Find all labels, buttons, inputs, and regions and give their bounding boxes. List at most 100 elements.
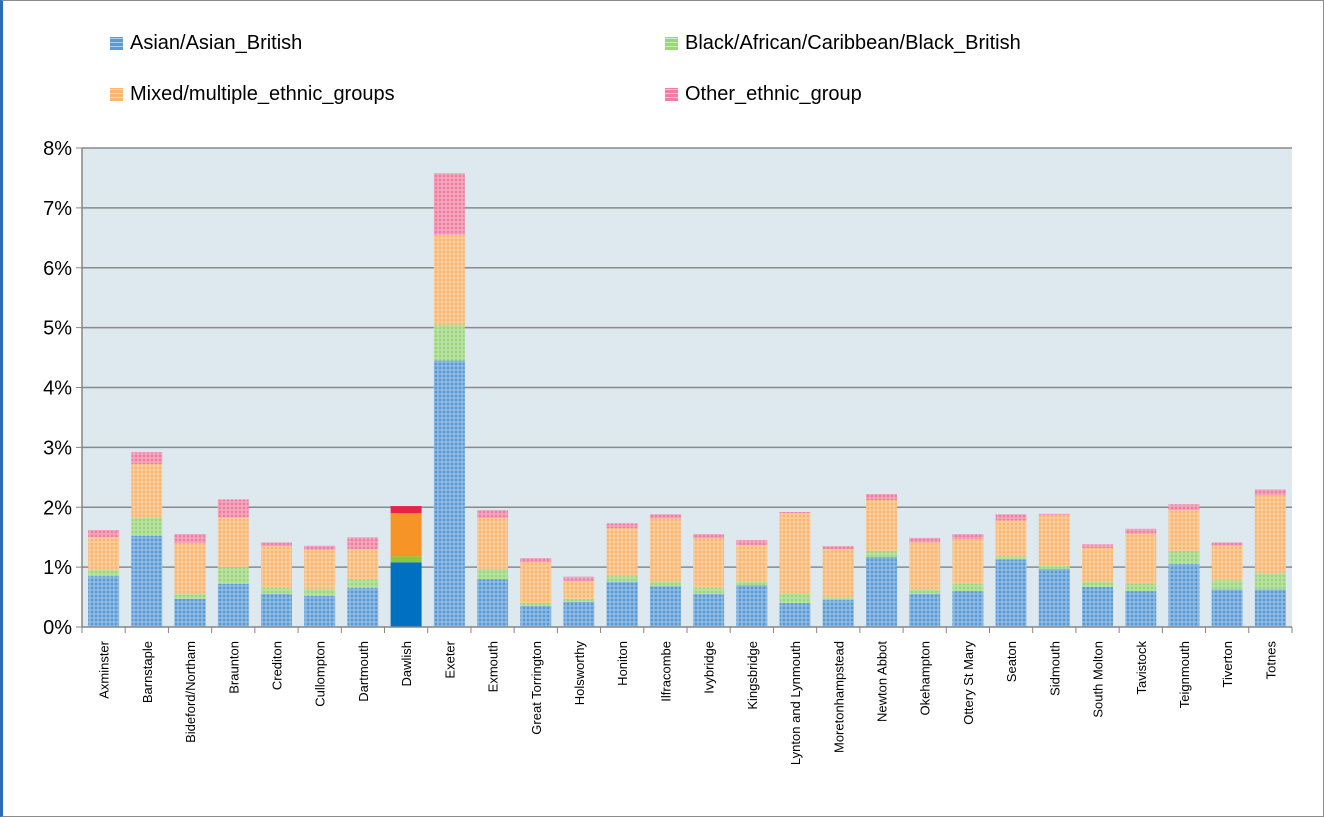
bar-segment: [304, 595, 336, 627]
bar-segment: [217, 517, 249, 568]
legend-label-mixed: Mixed/multiple_ethnic_groups: [130, 83, 395, 105]
bar-segment: [606, 576, 638, 583]
bar-segment: [822, 546, 854, 550]
bar-segment: [477, 568, 509, 580]
bar-segment: [477, 518, 509, 569]
bar-segment: [1211, 580, 1243, 590]
bar-segment: [390, 513, 422, 557]
bar-segment: [174, 594, 206, 599]
bar-segment: [520, 606, 552, 627]
bar-segment: [347, 588, 379, 627]
bar-segment: [822, 600, 854, 627]
x-tick-label: Cullompton: [313, 641, 328, 707]
bar-segment: [779, 594, 811, 604]
bar-segment: [1082, 586, 1114, 627]
x-tick-label: Ilfracombe: [658, 641, 673, 702]
bar-segment: [304, 588, 336, 596]
bar-segment: [131, 452, 163, 465]
bar-segment: [477, 579, 509, 627]
bar-segment: [1168, 564, 1200, 627]
x-tick-label: Teignmouth: [1177, 641, 1192, 708]
bar-segment: [1125, 528, 1157, 534]
bar-segment: [217, 567, 249, 584]
x-tick-label: Dartmouth: [356, 641, 371, 702]
bar-segment: [909, 537, 941, 543]
bar-segment: [260, 546, 292, 589]
bar-segment: [390, 556, 422, 563]
y-tick-label: 8%: [43, 138, 72, 160]
y-tick-label: 5%: [43, 318, 72, 340]
legend-label-other: Other_ethnic_group: [685, 83, 862, 105]
bar-segment: [649, 586, 681, 627]
legend: Asian/Asian_British Black/African/Caribb…: [110, 30, 1210, 120]
bar-segment: [174, 543, 206, 595]
bar-segment: [822, 597, 854, 601]
bar-segment: [1038, 568, 1070, 627]
bar-segment: [736, 544, 768, 583]
bar-segment: [1254, 573, 1286, 590]
bar-segment: [563, 601, 595, 627]
bar-segment: [174, 598, 206, 627]
bar-segment: [649, 514, 681, 519]
bar-segment: [131, 535, 163, 627]
bar-segment: [1168, 504, 1200, 511]
x-tick-label: Great Torrington: [529, 641, 544, 735]
bar-segment: [865, 556, 897, 627]
bar-segment: [779, 513, 811, 595]
bar-segment: [1254, 489, 1286, 496]
bar-segment: [563, 576, 595, 581]
x-tick-label: Braunton: [226, 641, 241, 694]
legend-swatch-other: [665, 88, 678, 101]
x-tick-label: Ottery St Mary: [961, 641, 976, 725]
bar-segment: [606, 582, 638, 627]
bar-segment: [390, 562, 422, 627]
bar-segment: [865, 500, 897, 551]
legend-item-black: Black/African/Caribbean/Black_British: [665, 32, 1021, 55]
bars: [88, 173, 1286, 627]
bar-segment: [1125, 583, 1157, 592]
bar-segment: [520, 562, 552, 604]
bar-segment: [1038, 565, 1070, 569]
bar-segment: [520, 558, 552, 563]
bar-segment: [909, 542, 941, 590]
bar-segment: [1082, 544, 1114, 548]
x-tick-label: Bideford/Northam: [183, 641, 198, 743]
y-tick-labels: 0% 1% 2% 3% 4% 5% 6% 7% 8%: [43, 138, 72, 639]
gridlines: [82, 147, 1292, 568]
bar-segment: [1038, 513, 1070, 516]
legend-item-asian: Asian/Asian_British: [110, 32, 302, 55]
bar-segment: [131, 518, 163, 536]
bar-segment: [995, 559, 1027, 627]
bar-segment: [1211, 545, 1243, 581]
bar-segment: [865, 550, 897, 557]
x-tick-label: Barnstaple: [140, 641, 155, 703]
bar-segment: [1082, 547, 1114, 583]
x-tick-label: Sidmouth: [1047, 641, 1062, 696]
bar-segment: [952, 538, 984, 584]
x-tick-label: Seaton: [1004, 641, 1019, 682]
bar-segment: [477, 510, 509, 519]
legend-swatch-mixed: [110, 88, 123, 101]
x-tick-label: Newton Abbot: [874, 641, 889, 722]
bar-segment: [260, 542, 292, 547]
bar-segment: [995, 514, 1027, 521]
x-tick-label: Dawlish: [399, 641, 414, 687]
bar-segment: [1168, 510, 1200, 551]
legend-item-other: Other_ethnic_group: [665, 83, 862, 106]
bar-segment: [433, 360, 465, 627]
legend-swatch-black: [665, 37, 678, 50]
bar-segment: [1125, 591, 1157, 627]
y-tick-label: 2%: [43, 497, 72, 519]
x-tick-label: Lynton and Lynmouth: [788, 641, 803, 765]
x-tick-label: Kingsbridge: [745, 641, 760, 710]
bar-segment: [822, 549, 854, 598]
bar-segment: [865, 494, 897, 501]
bar-segment: [1168, 550, 1200, 565]
legend-swatch-asian: [110, 37, 123, 50]
y-tick-label: 3%: [43, 437, 72, 459]
bar-segment: [995, 556, 1027, 560]
bar-segment: [779, 603, 811, 627]
bar-segment: [563, 580, 595, 599]
bar-segment: [1254, 589, 1286, 627]
